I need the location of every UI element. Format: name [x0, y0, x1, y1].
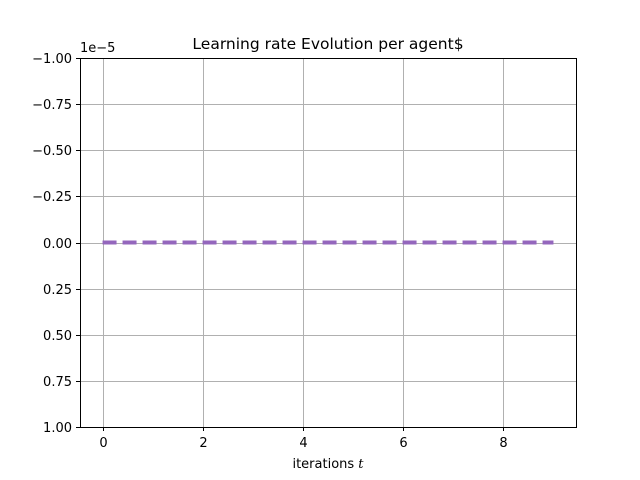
y-tick-label: 0.75: [43, 375, 72, 390]
plot-frame: [80, 58, 577, 428]
x-tick-label: 0: [99, 436, 107, 451]
y-tick-label: 1.00: [43, 421, 72, 436]
x-tick-label: 8: [499, 436, 507, 451]
x-axis-label-variable: t: [358, 457, 364, 472]
x-tick-label: 2: [199, 436, 207, 451]
x-axis: 0 2 4 6 8: [99, 427, 508, 451]
y-tick-label: −1.00: [32, 52, 72, 67]
x-axis-label-text: iterations: [292, 457, 358, 472]
x-tick-label: 4: [299, 436, 307, 451]
y-tick-label: 0.00: [43, 237, 72, 252]
y-axis: −1.00 −0.75 −0.50 −0.25 0.00 0.25 0.50 0.75 1.00: [32, 52, 80, 436]
x-axis-label: iterations t: [292, 457, 364, 472]
chart-title: Learning rate Evolution per agent$: [192, 35, 463, 53]
y-tick-label: 0.25: [43, 283, 72, 298]
y-tick-label: −0.75: [32, 98, 72, 113]
y-offset-text: 1e−5: [80, 41, 115, 56]
y-tick-label: −0.50: [32, 144, 72, 159]
y-tick-label: 0.50: [43, 329, 72, 344]
x-tick-label: 6: [399, 436, 407, 451]
y-tick-label: −0.25: [32, 190, 72, 205]
